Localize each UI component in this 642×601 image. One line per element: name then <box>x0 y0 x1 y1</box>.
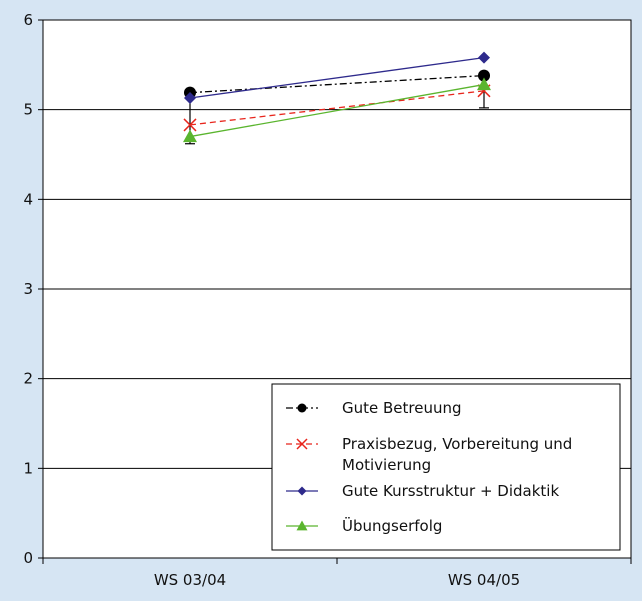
series-line <box>189 83 485 138</box>
series-line <box>189 57 485 99</box>
legend-box <box>271 383 621 551</box>
marker-x <box>183 118 197 132</box>
y-tick-label: 3 <box>23 280 33 298</box>
marker-triangle <box>296 520 308 531</box>
legend-label: Praxisbezug, Vorbereitung und <box>342 435 572 453</box>
y-axis: 0 1 2 3 4 5 6 <box>23 11 43 567</box>
legend-label: Gute Kursstruktur + Didaktik <box>342 482 559 500</box>
y-tick-label: 6 <box>23 11 33 29</box>
marker-diamond <box>184 92 196 105</box>
legend-label: Motivierung <box>342 456 431 474</box>
marker-triangle <box>477 77 491 91</box>
legend-label: Gute Betreuung <box>342 399 462 417</box>
marker-triangle <box>183 129 197 143</box>
x-axis: WS 03/04 WS 04/05 <box>42 558 632 589</box>
y-tick-label: 1 <box>23 459 33 477</box>
marker-circle <box>478 69 490 82</box>
legend-label: Übungserfolg <box>342 516 442 535</box>
legend-entry: Gute Betreuung <box>286 399 462 417</box>
marker-circle <box>297 403 307 413</box>
y-tick-label: 0 <box>23 549 33 567</box>
marker-diamond <box>297 486 307 496</box>
marker-diamond <box>478 51 490 64</box>
y-tick-label: 2 <box>23 370 33 388</box>
x-tick-label: WS 03/04 <box>154 571 226 589</box>
legend-entry: Praxisbezug, Vorbereitung und Motivierung <box>286 435 572 474</box>
marker-x <box>296 438 308 450</box>
series-line <box>189 74 485 94</box>
legend-entry: Übungserfolg <box>286 516 442 535</box>
legend-entry: Gute Kursstruktur + Didaktik <box>286 482 559 500</box>
y-tick-label: 5 <box>23 101 33 119</box>
series-group <box>183 51 491 143</box>
y-tick-label: 4 <box>23 190 33 208</box>
x-tick-label: WS 04/05 <box>448 571 520 589</box>
legend: Gute Betreuung Praxisbezug, Vorbereitung … <box>271 383 621 551</box>
